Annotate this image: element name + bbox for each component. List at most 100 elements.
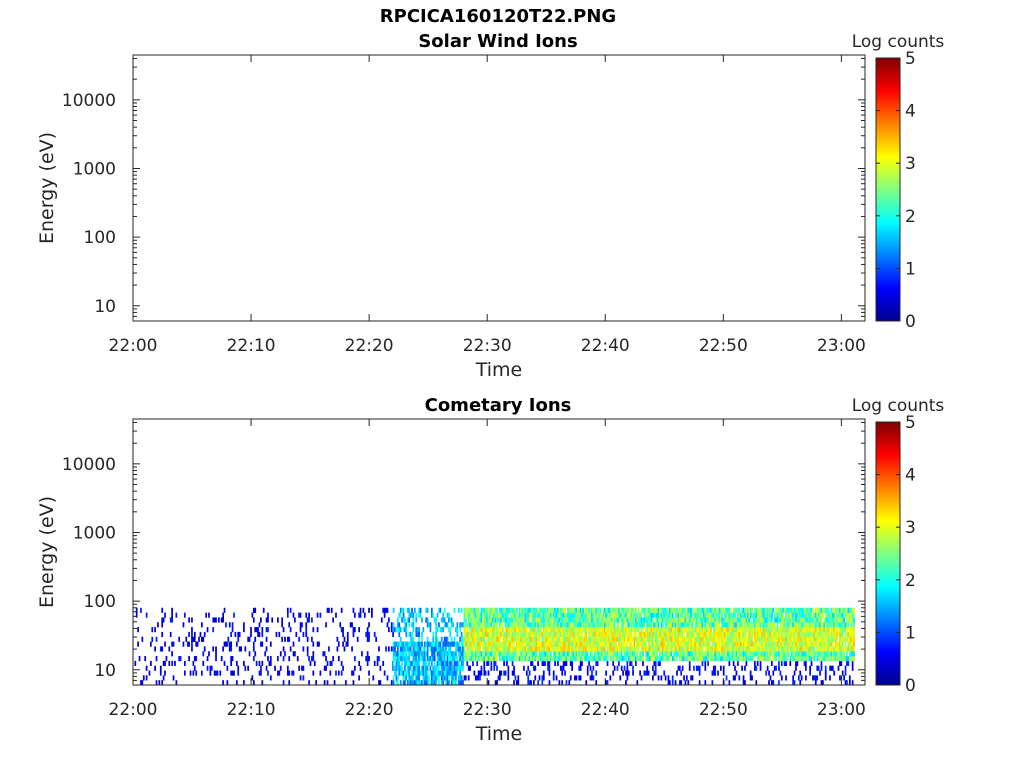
heatmap-cell: [817, 665, 820, 671]
heatmap-cell: [550, 656, 552, 662]
heatmap-cell: [188, 641, 190, 647]
heatmap-cell: [643, 622, 646, 628]
heatmap-cell: [694, 617, 697, 623]
heatmap-cell: [493, 646, 496, 652]
heatmap-cell: [564, 612, 566, 618]
heatmap-cell: [663, 670, 666, 676]
heatmap-cell: [684, 636, 687, 642]
heatmap-cell: [688, 627, 691, 633]
heatmap-cell: [551, 627, 554, 633]
heatmap-cell: [637, 622, 640, 628]
heatmap-cell: [704, 680, 707, 686]
heatmap-cell: [540, 641, 542, 647]
heatmap-cell: [771, 622, 773, 628]
heatmap-cell: [739, 656, 742, 662]
heatmap-cell: [562, 607, 565, 613]
heatmap-cell: [741, 622, 743, 628]
heatmap-cell: [585, 641, 588, 647]
heatmap-cell: [558, 656, 561, 662]
heatmap-cell: [531, 651, 534, 657]
heatmap-cell: [853, 656, 855, 662]
heatmap-cell: [816, 636, 819, 642]
heatmap-cell: [402, 641, 405, 647]
heatmap-cell: [521, 627, 524, 633]
heatmap-cell: [402, 646, 405, 652]
heatmap-cell: [208, 612, 210, 618]
heatmap-cell: [140, 607, 142, 613]
heatmap-cell: [642, 660, 644, 666]
heatmap-cell: [569, 636, 572, 642]
heatmap-cell: [803, 636, 806, 642]
heatmap-cell: [666, 622, 668, 628]
heatmap-cell: [534, 607, 537, 613]
heatmap-cell: [399, 627, 402, 633]
heatmap-cell: [836, 617, 838, 623]
heatmap-cell: [438, 607, 440, 613]
heatmap-cell: [323, 665, 326, 671]
heatmap-cell: [632, 622, 634, 628]
heatmap-cell: [755, 665, 758, 671]
heatmap-cell: [602, 612, 605, 618]
heatmap-cell: [494, 646, 497, 652]
heatmap-cell: [635, 612, 637, 618]
heatmap-cell: [652, 617, 654, 623]
heatmap-cell: [554, 646, 556, 652]
heatmap-cell: [540, 646, 542, 652]
heatmap-cell: [326, 680, 329, 686]
heatmap-cell: [847, 622, 850, 628]
heatmap-cell: [691, 646, 694, 652]
heatmap-cell: [496, 651, 498, 657]
heatmap-cell: [514, 631, 517, 638]
heatmap-cell: [504, 627, 507, 633]
heatmap-cell: [523, 651, 525, 657]
heatmap-cell: [712, 627, 715, 633]
heatmap-cell: [527, 656, 530, 662]
heatmap-cell: [591, 675, 593, 681]
heatmap-cell: [695, 665, 698, 671]
heatmap-cell: [778, 656, 780, 662]
heatmap-cell: [773, 617, 776, 623]
heatmap-cell: [705, 627, 708, 633]
heatmap-cell: [659, 627, 661, 633]
heatmap-cell: [601, 646, 603, 652]
heatmap-cell: [738, 617, 741, 623]
heatmap-cell: [735, 670, 738, 676]
heatmap-cell: [603, 656, 606, 662]
heatmap-cell: [406, 641, 409, 647]
heatmap-cell: [732, 646, 735, 652]
heatmap-cell: [625, 612, 627, 618]
heatmap-cell: [312, 627, 315, 633]
heatmap-cell: [822, 622, 824, 628]
heatmap-cell: [565, 627, 568, 633]
heatmap-cell: [725, 641, 728, 647]
heatmap-cell: [473, 656, 476, 662]
heatmap-cell: [616, 607, 619, 613]
heatmap-cell: [453, 641, 456, 647]
heatmap-cell: [765, 612, 768, 618]
heatmap-cell: [463, 641, 466, 647]
heatmap-cell: [517, 631, 520, 638]
heatmap-cell: [754, 651, 756, 657]
heatmap-cell: [474, 627, 477, 633]
heatmap-cell: [805, 636, 807, 642]
heatmap-cell: [408, 607, 411, 613]
heatmap-cell: [635, 641, 637, 647]
heatmap-cell: [409, 651, 412, 657]
heatmap-cell: [571, 627, 573, 633]
heatmap-cell: [496, 612, 498, 618]
heatmap-cell: [500, 670, 503, 676]
heatmap-cell: [469, 627, 471, 633]
heatmap-cell: [738, 622, 741, 628]
heatmap-cell: [525, 646, 528, 652]
heatmap-cell: [535, 651, 538, 657]
heatmap-cell: [759, 660, 762, 666]
heatmap-cell: [718, 617, 721, 623]
heatmap-cell: [494, 656, 497, 662]
heatmap-cell: [378, 680, 380, 686]
heatmap-cell: [340, 607, 343, 613]
y-tick-label: 10000: [62, 455, 116, 475]
heatmap-cell: [225, 622, 227, 628]
heatmap-cell: [718, 622, 721, 628]
heatmap-cell: [836, 631, 838, 638]
heatmap-cell: [802, 627, 804, 633]
